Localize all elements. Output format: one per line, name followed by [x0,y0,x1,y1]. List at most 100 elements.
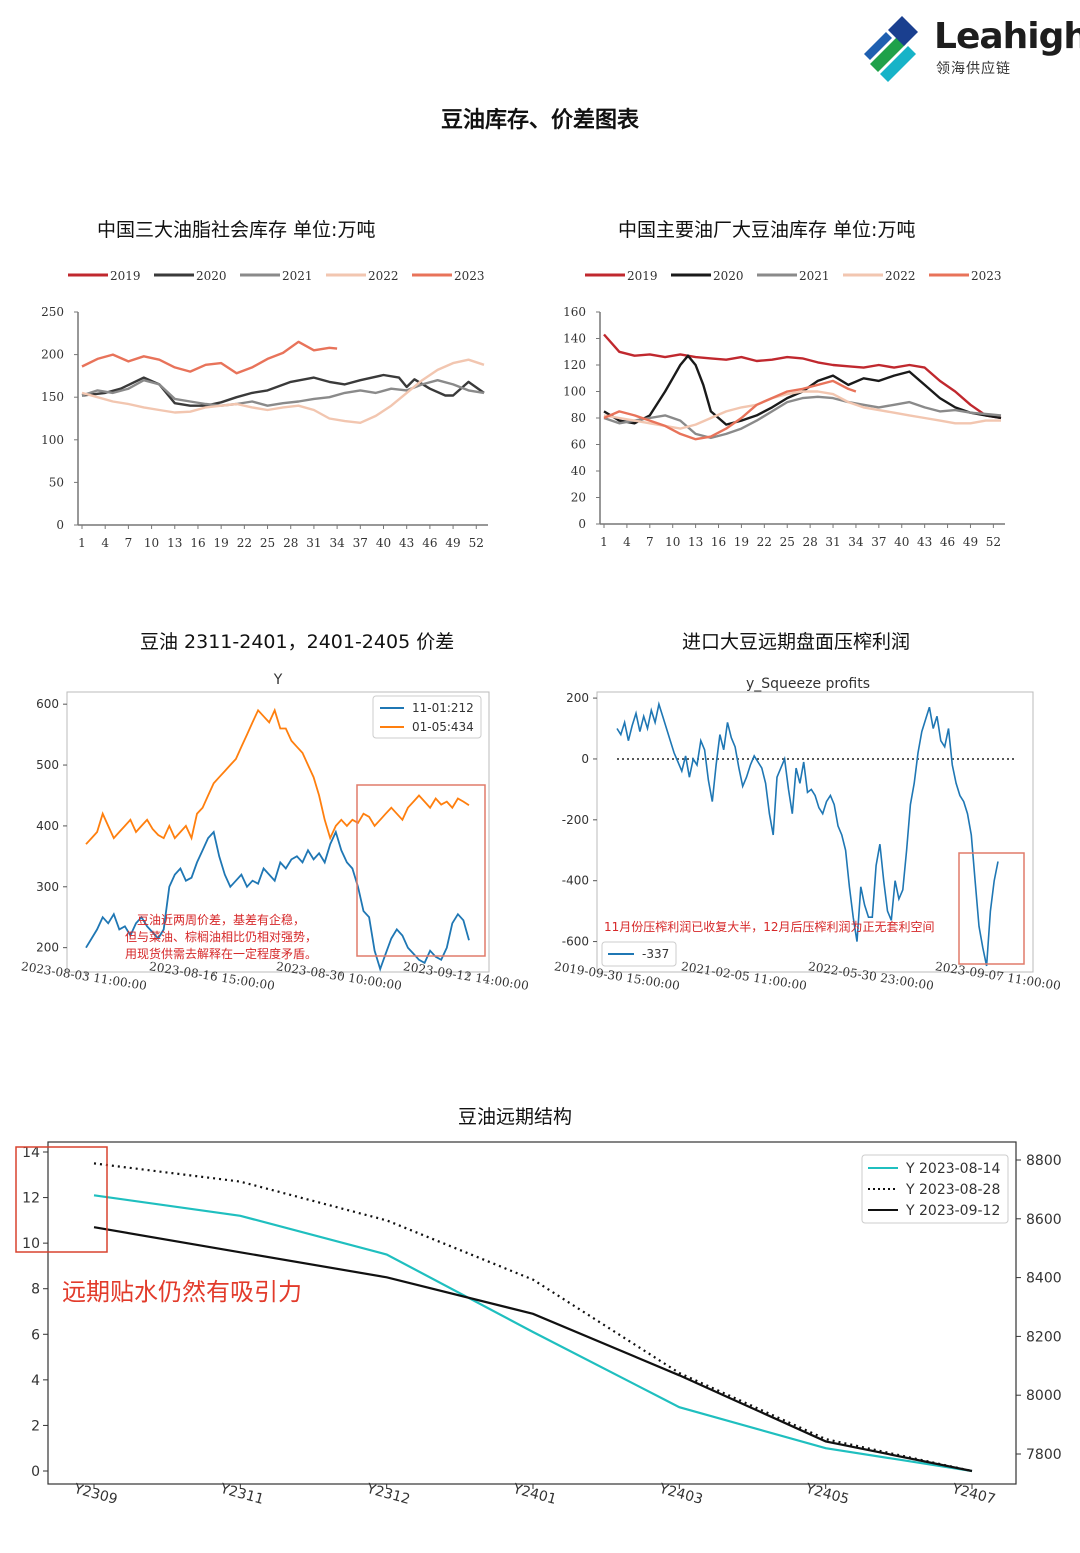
x-tick-label: 7 [646,535,654,549]
x-tick-label: 46 [940,535,955,549]
series-line-2019 [603,333,1002,420]
legend-label-11-01:212: 11-01:212 [412,701,474,715]
x-tick-label: 28 [283,536,298,550]
chart-title-mill-stock: 中国主要油厂大豆油库存 单位:万吨 [618,219,916,241]
x-tick-label: 2023-09-12 14:00:00 [402,959,530,993]
x-tick-label: 4 [623,535,631,549]
x-tick-label: 40 [376,536,391,550]
x-tick-label: 22 [237,536,252,550]
y-tick-label: 0 [56,518,64,532]
legend-label-2019: 2019 [627,269,658,283]
x-tick-label: 43 [399,536,414,550]
y-tick-label: 20 [571,491,586,505]
y-tick-label: 60 [571,438,586,452]
x-tick-label: 2023-08-30 10:00:00 [275,959,403,993]
x-tick-label: 34 [329,536,345,550]
x-tick-label: 52 [986,535,1001,549]
y2-tick-label: 8200 [1026,1329,1062,1345]
x-tick-label: 34 [848,535,864,549]
x-tick-label: 10 [665,535,680,549]
plot-frame [47,1141,1017,1485]
x-tick-label: 16 [190,536,205,550]
legend-label-2022: 2022 [885,269,916,283]
x-tick-label: Y2312 [364,1481,412,1508]
y-tick-label: 200 [566,691,589,705]
y-tick-label: 2 [31,1418,40,1434]
legend-label-2021: 2021 [799,269,830,283]
x-tick-label: 10 [144,536,159,550]
x-tick-label: 2023-08-16 15:00:00 [148,959,276,993]
series-line-2021 [81,379,485,407]
x-tick-label: 31 [825,535,840,549]
y-tick-label: 150 [41,390,64,404]
legend-box [601,941,677,967]
x-tick-label: 31 [306,536,321,550]
x-tick-label: 25 [260,536,275,550]
x-tick-label: 37 [353,536,368,550]
y2-tick-label: 8600 [1026,1212,1062,1228]
legend-label-01-05:434: 01-05:434 [412,720,474,734]
y-tick-label: 200 [36,941,59,955]
x-tick-label: 40 [894,535,909,549]
y-tick-label: 40 [571,464,586,478]
chart-title-profit: 进口大豆远期盘面压榨利润 [682,631,911,653]
legend-label-2020: 2020 [713,269,744,283]
x-tick-label: 25 [780,535,795,549]
y-tick-label: 12 [22,1191,40,1207]
x-tick-label: 49 [445,536,460,550]
x-tick-label: 2023-08-03 11:00:00 [20,959,148,993]
legend-label-2023: 2023 [454,269,485,283]
chart-social: 0 50 100 150 200 250 1 4 7 10 13 16 19 22 25 28 31 34 37 40… [41,269,488,550]
logo-mark-icon [864,16,918,82]
y-tick-label: 0 [31,1464,40,1480]
x-tick-label: Y2407 [949,1481,997,1508]
y2-tick-label: 8400 [1026,1271,1062,1287]
x-tick-label: 1 [78,536,86,550]
y-tick-label: 6 [31,1327,40,1343]
annotation-text: 远期贴水仍然有吸引力 [62,1278,302,1306]
y2-tick-label: 8000 [1026,1388,1062,1404]
legend-label: -337 [642,947,669,961]
highlight-box [356,784,486,957]
x-tick-label: Y2311 [218,1481,266,1508]
x-tick-label: Y2309 [71,1481,119,1508]
chart-mill: 0 20 40 60 80 100 120 140 160 1 4 7 10 13 16 19 22 25 28 31… [563,269,1005,549]
y-tick-label: 600 [36,697,59,711]
y-tick-label: 120 [563,358,586,372]
legend-label-2019: 2019 [110,269,141,283]
y-tick-label: 80 [571,411,586,425]
logo-name: Leahigh [934,16,1080,57]
y-tick-label: -200 [562,813,589,827]
y2-tick-label: 8800 [1026,1153,1062,1169]
series-line-01-05:434 [85,707,470,845]
annotation-text: 11月份压榨利润已收复大半，12月后压榨利润为正无套利空间 [604,919,935,934]
plot-frame [66,691,490,973]
y-tick-label: 8 [31,1282,40,1298]
series-line-profit [616,701,999,967]
x-tick-label: 43 [917,535,932,549]
legend-box [861,1154,1009,1224]
annotation-line: 用现货供需去解释在一定程度矛盾。 [125,946,317,961]
chart-term: 0 2 4 6 8 10 12 14 7800 8000 8200 8400 8600 8800 Y2309… [15,1141,1062,1508]
y-tick-label: 500 [36,758,59,772]
x-tick-label: Y2405 [803,1481,851,1508]
annotation-line: 但与菜油、棕榈油相比仍相对强势， [125,929,317,944]
chart-title-social-stock: 中国三大油脂社会库存 单位:万吨 [97,219,376,241]
x-tick-label: 2022-05-30 23:00:00 [807,959,935,993]
x-tick-label: 49 [963,535,978,549]
legend-label-2023: 2023 [971,269,1002,283]
series-line-2022 [603,390,1001,430]
y-tick-label: 250 [41,305,64,319]
highlight-box [958,852,1025,965]
y-tick-label: 100 [563,385,586,399]
legend-label-Y-2023-08-28: Y 2023-08-28 [905,1182,1000,1198]
x-tick-label: 19 [214,536,229,550]
chart-subtitle: y_Squeeze profits [746,676,870,692]
x-tick-label: 13 [688,535,703,549]
x-tick-label: 1 [600,535,608,549]
annotation-line: 豆油近两周价差，基差有企稳， [137,912,305,927]
x-tick-label: 13 [167,536,182,550]
x-tick-label: 7 [125,536,133,550]
y-tick-label: 10 [22,1236,40,1252]
